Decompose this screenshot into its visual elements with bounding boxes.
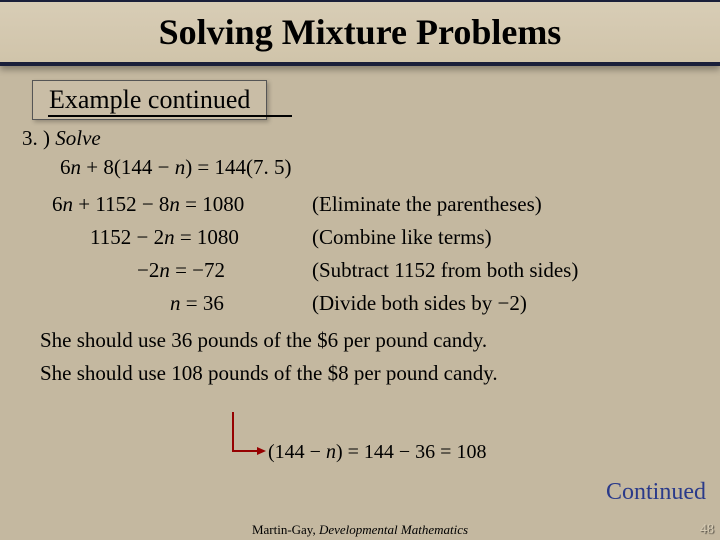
answers-block: She should use 36 pounds of the $6 per p…	[40, 328, 698, 386]
title-band: Solving Mixture Problems	[0, 0, 720, 66]
equation-note: (Eliminate the parentheses)	[312, 192, 698, 217]
page-title: Solving Mixture Problems	[159, 11, 562, 53]
page-number: 48	[700, 522, 714, 538]
footer-citation: Martin-Gay, Developmental Mathematics	[0, 522, 720, 538]
arrow-connector	[232, 412, 258, 452]
footer-title: Developmental Mathematics	[319, 522, 468, 537]
footer-author: Martin-Gay,	[252, 522, 319, 537]
step-label: Solve	[55, 126, 100, 150]
step-number: 3. )	[22, 126, 50, 150]
equation-row: n = 36 (Divide both sides by −2)	[22, 291, 698, 316]
answer-line: She should use 36 pounds of the $6 per p…	[40, 328, 698, 353]
equation-left: n = 36	[22, 291, 312, 316]
equation-row: −2n = −72 (Subtract 1152 from both sides…	[22, 258, 698, 283]
equation-note: (Combine like terms)	[312, 225, 698, 250]
equation-left: −2n = −72	[22, 258, 312, 283]
continued-label: Continued	[606, 479, 706, 506]
equation-left: 1152 − 2n = 1080	[22, 225, 312, 250]
equation-note: (Divide both sides by −2)	[312, 291, 698, 316]
equation-note: (Subtract 1152 from both sides)	[312, 258, 698, 283]
step-header: 3. ) Solve	[22, 126, 698, 151]
subtitle-underline	[48, 115, 292, 117]
subtitle-text: Example continued	[49, 85, 250, 115]
equation-row: 1152 − 2n = 1080 (Combine like terms)	[22, 225, 698, 250]
equation-left: 6n + 1152 − 8n = 1080	[22, 192, 312, 217]
calc-line: (144 − n) = 144 − 36 = 108	[268, 441, 486, 464]
subtitle-box: Example continued	[32, 80, 267, 120]
equation-row: 6n + 1152 − 8n = 1080 (Eliminate the par…	[22, 192, 698, 217]
equation-initial: 6n + 8(144 − n) = 144(7. 5)	[60, 155, 698, 180]
content-area: 3. ) Solve 6n + 8(144 − n) = 144(7. 5) 6…	[22, 126, 698, 394]
answer-line: She should use 108 pounds of the $8 per …	[40, 361, 698, 386]
